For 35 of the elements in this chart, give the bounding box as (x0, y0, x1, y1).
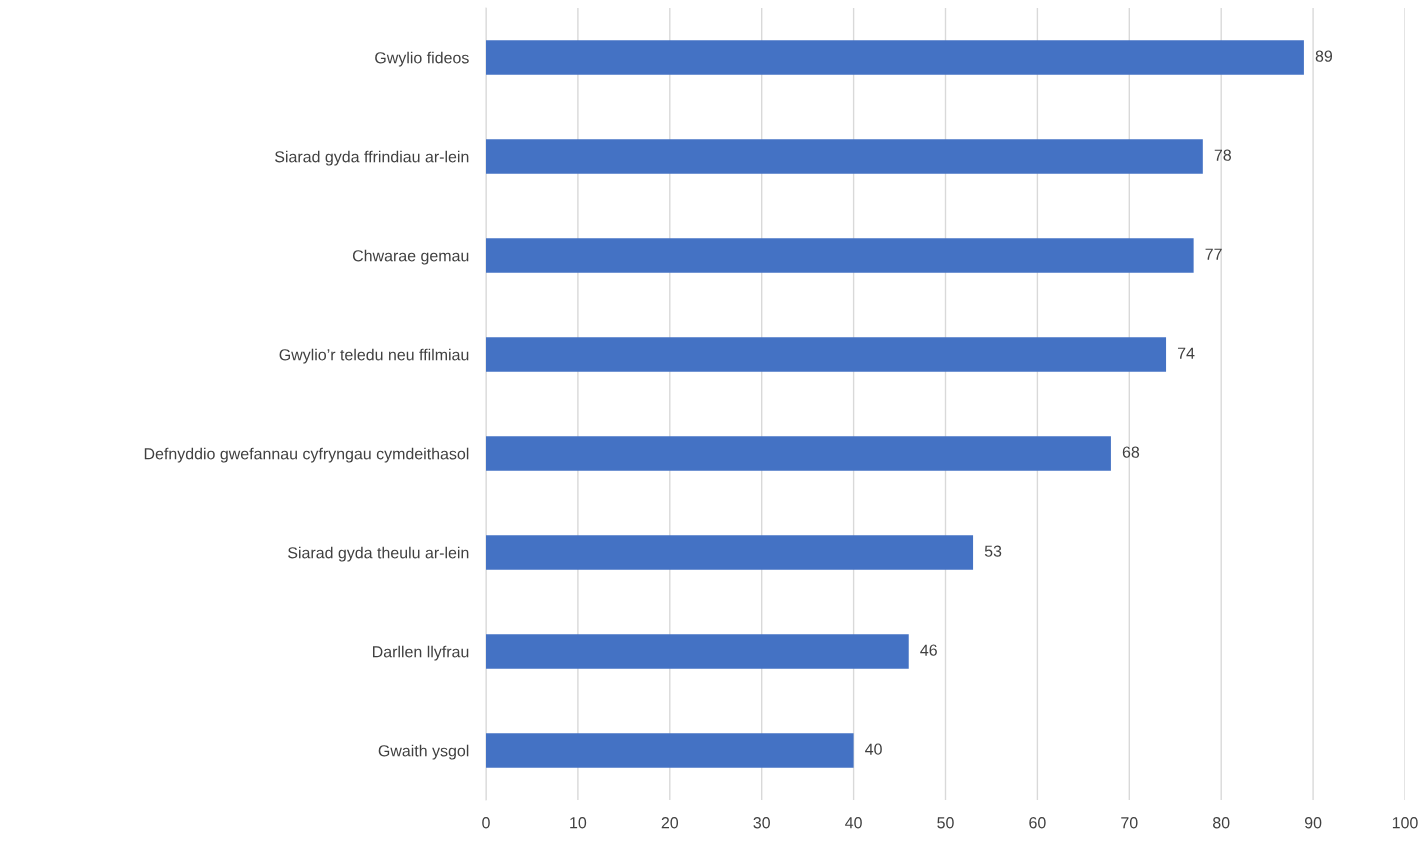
y-tick-label: Darllen llyfrau (373, 645, 469, 661)
y-tick-label: Siarad gyda ffrindiau ar-lein (275, 150, 469, 166)
data-label: 68 (1122, 446, 1140, 458)
x-tick-label: 20 (661, 817, 679, 829)
bar (486, 139, 1203, 174)
y-tick-label: Siarad gyda theulu ar-lein (288, 546, 469, 562)
y-tick-label: Gwylio’r teledu neu ffilmiau (279, 348, 469, 364)
data-label: 89 (1315, 50, 1333, 62)
x-tick-label: 30 (753, 817, 770, 829)
data-label: 53 (984, 545, 1002, 557)
bar (486, 535, 974, 570)
x-tick-label: 70 (1121, 817, 1138, 829)
x-tick-label: 80 (1213, 817, 1230, 829)
data-label: 78 (1214, 149, 1231, 161)
x-tick-label: 40 (845, 817, 862, 829)
x-tick-label: 0 (482, 817, 490, 829)
x-tick-label: 60 (1029, 817, 1046, 829)
data-label: 40 (865, 743, 882, 755)
x-tick-label: 100 (1392, 817, 1418, 829)
bar (486, 238, 1194, 273)
bar (486, 733, 854, 768)
data-label: 77 (1205, 248, 1222, 260)
y-tick-label: Chwarae gemau (352, 249, 469, 265)
x-tick-label: 90 (1304, 817, 1322, 829)
bar (486, 40, 1304, 75)
y-tick-label: Gwylio fideos (375, 51, 469, 67)
x-tick-label: 10 (570, 817, 587, 829)
data-label: 74 (1177, 347, 1195, 359)
y-tick-label: Defnyddio gwefannau cyfryngau cymdeithasol (144, 447, 469, 463)
y-tick-label: Gwaith ysgol (378, 744, 469, 760)
bar (486, 634, 909, 669)
bar (486, 337, 1167, 372)
x-tick-label: 50 (937, 817, 954, 829)
bar (486, 436, 1111, 471)
data-label: 46 (920, 644, 937, 656)
